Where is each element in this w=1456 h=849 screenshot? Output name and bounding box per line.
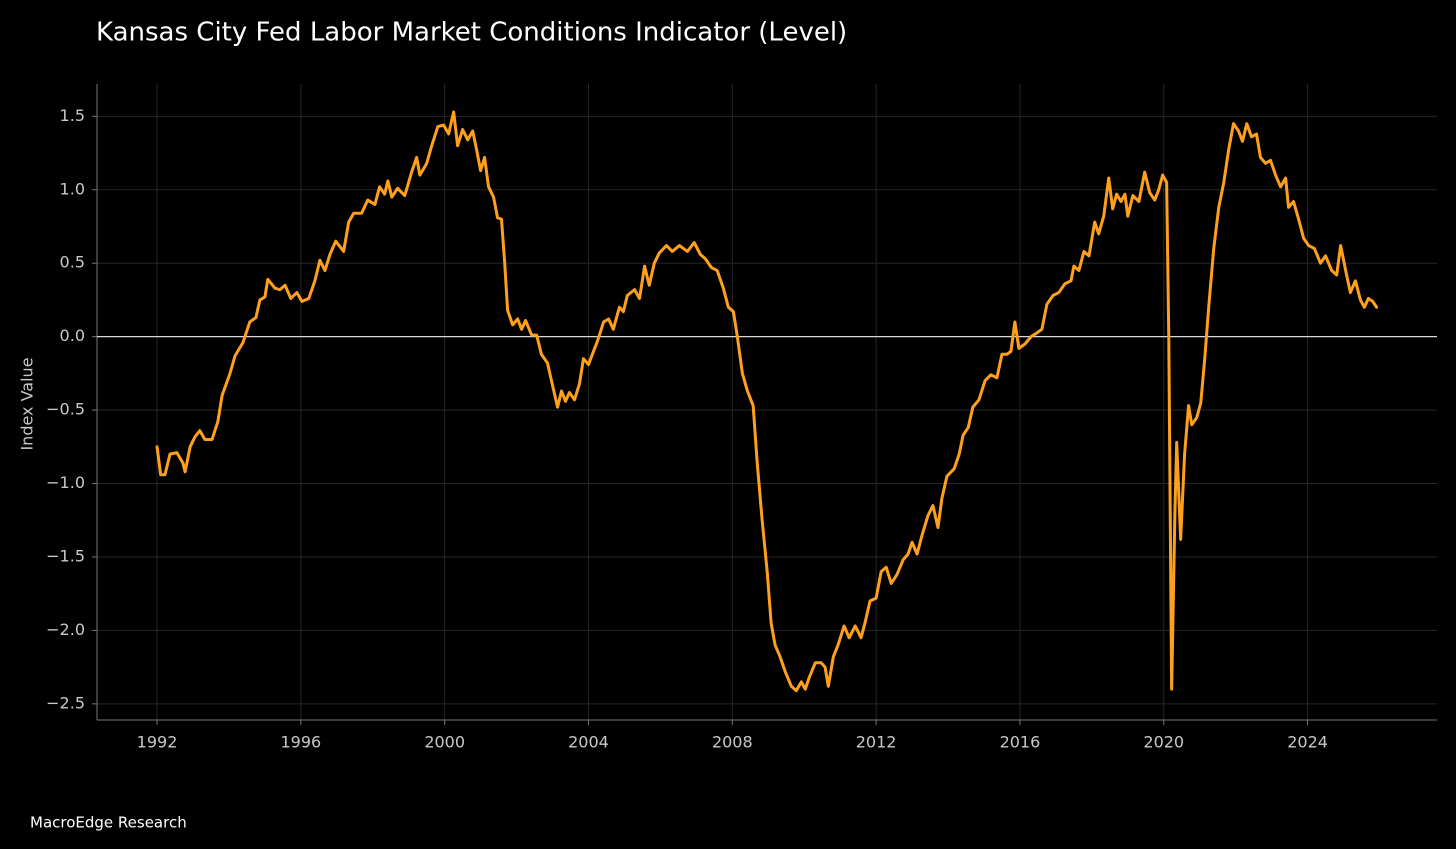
y-tick-label: 1.5	[60, 106, 85, 125]
source-note: MacroEdge Research	[30, 814, 187, 832]
x-tick-label: 2008	[712, 733, 753, 752]
y-tick-label: 1.0	[60, 179, 85, 198]
x-tick-label: 2004	[568, 733, 609, 752]
y-tick-label: −2.5	[46, 693, 85, 712]
x-tick-label: 2024	[1287, 733, 1328, 752]
data-line	[155, 110, 1379, 693]
x-tick-label: 2012	[856, 733, 897, 752]
y-tick-label: −1.0	[46, 473, 85, 492]
chart-title: Kansas City Fed Labor Market Conditions …	[96, 18, 847, 48]
x-tick-label: 2020	[1143, 733, 1184, 752]
y-tick-label: 0.5	[60, 253, 85, 272]
x-tick-label: 1996	[280, 733, 321, 752]
x-tick-label: 2016	[1000, 733, 1041, 752]
y-axis-label: Index Value	[18, 357, 37, 450]
y-tick-label: −0.5	[46, 400, 85, 419]
y-tick-label: 0.0	[60, 326, 85, 345]
y-tick-label: −2.0	[46, 620, 85, 639]
x-tick-label: 1992	[137, 733, 178, 752]
x-tick-label: 2000	[424, 733, 465, 752]
y-tick-label: −1.5	[46, 546, 85, 565]
